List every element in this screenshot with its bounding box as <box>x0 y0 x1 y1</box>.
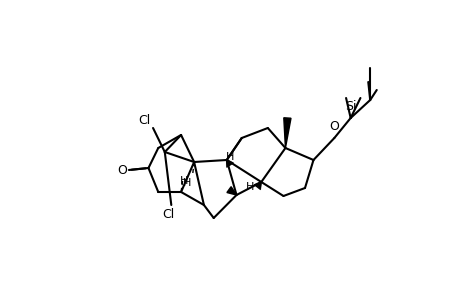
Text: H: H <box>225 152 234 162</box>
Text: O: O <box>118 164 127 176</box>
Polygon shape <box>283 118 291 148</box>
Text: H: H <box>246 182 254 192</box>
Text: O: O <box>329 121 339 134</box>
Text: H: H <box>179 176 188 186</box>
Polygon shape <box>226 187 236 195</box>
Text: Si: Si <box>344 100 356 113</box>
Text: H: H <box>183 178 191 188</box>
Text: Cl: Cl <box>162 208 174 221</box>
Text: Cl: Cl <box>138 113 150 127</box>
